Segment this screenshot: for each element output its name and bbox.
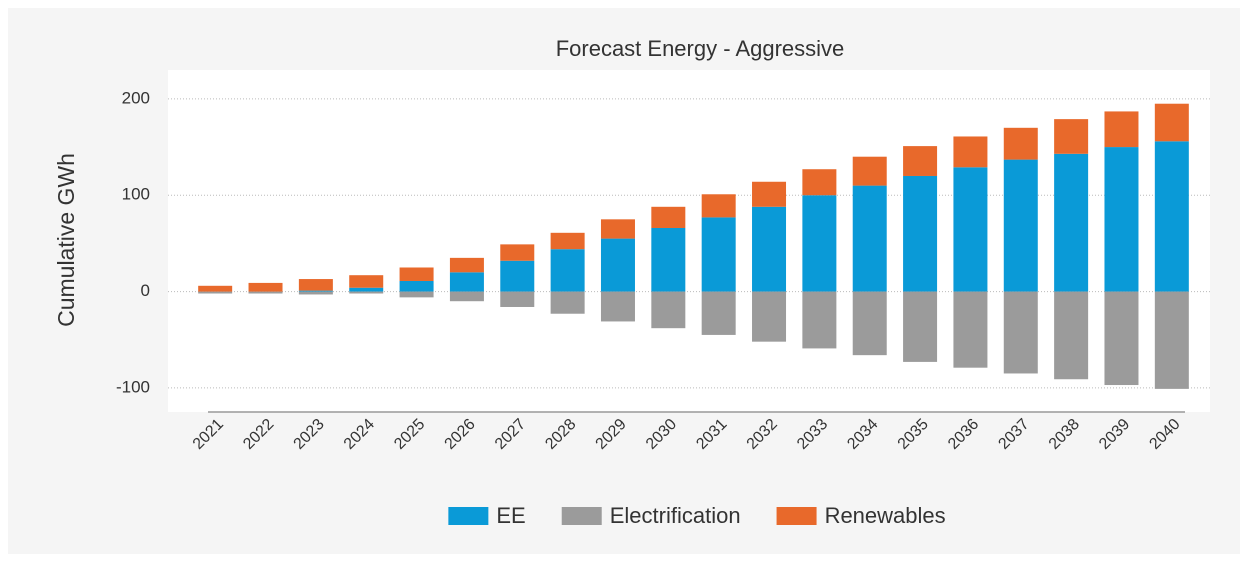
bar: [600, 238, 635, 292]
bar: [752, 291, 787, 342]
y-tick-label: -100: [116, 377, 150, 396]
bar: [349, 291, 384, 294]
bar: [198, 291, 233, 294]
y-axis-label: Cumulative GWh: [53, 153, 79, 327]
bar: [550, 232, 585, 250]
bar: [1154, 103, 1189, 142]
legend-swatch: [561, 507, 602, 525]
bar: [198, 285, 233, 292]
bar: [1003, 127, 1038, 160]
bar: [1003, 291, 1038, 374]
bar: [852, 156, 887, 186]
bar: [852, 185, 887, 292]
bar: [248, 291, 283, 294]
bar: [298, 290, 333, 292]
bar: [701, 291, 736, 335]
bar: [1154, 291, 1189, 389]
bar: [752, 181, 787, 207]
bar: [349, 275, 384, 288]
bar: [298, 291, 333, 295]
bar: [651, 291, 686, 329]
legend-swatch: [776, 507, 817, 525]
bar: [449, 257, 484, 273]
bar: [651, 206, 686, 228]
bar: [500, 260, 535, 292]
bar: [802, 195, 837, 292]
bar: [1154, 141, 1189, 292]
bar: [600, 291, 635, 322]
bar: [550, 249, 585, 292]
bar: [953, 291, 988, 368]
bar: [1054, 291, 1089, 380]
bar: [248, 282, 283, 292]
bar: [903, 291, 938, 362]
bar: [399, 280, 434, 292]
bar: [852, 291, 887, 356]
bar: [953, 167, 988, 292]
bar: [449, 272, 484, 292]
bar: [701, 194, 736, 218]
bar: [600, 219, 635, 239]
bar: [903, 146, 938, 176]
bar: [1003, 159, 1038, 292]
legend-label: Electrification: [610, 503, 741, 528]
bar: [651, 227, 686, 292]
bar: [802, 169, 837, 196]
bar: [1104, 291, 1139, 386]
bar: [1054, 119, 1089, 154]
bar: [701, 217, 736, 292]
y-tick-label: 0: [141, 281, 150, 300]
plot-area: [168, 70, 1210, 412]
bar: [1054, 153, 1089, 292]
bar: [1104, 147, 1139, 292]
y-tick-label: 200: [122, 88, 150, 107]
legend-swatch: [448, 507, 489, 525]
bar: [953, 136, 988, 168]
bar: [550, 291, 585, 314]
legend-label: EE: [496, 503, 525, 528]
bar: [399, 267, 434, 281]
bar: [349, 287, 384, 292]
bar: [449, 291, 484, 302]
chart-title: Forecast Energy - Aggressive: [556, 36, 845, 61]
bar: [500, 291, 535, 307]
bar: [399, 291, 434, 298]
y-tick-label: 100: [122, 185, 150, 204]
bar: [298, 279, 333, 291]
bar: [500, 244, 535, 261]
legend-label: Renewables: [825, 503, 946, 528]
bar: [752, 206, 787, 292]
bar: [1104, 111, 1139, 148]
bar: [903, 175, 938, 292]
bar: [802, 291, 837, 349]
